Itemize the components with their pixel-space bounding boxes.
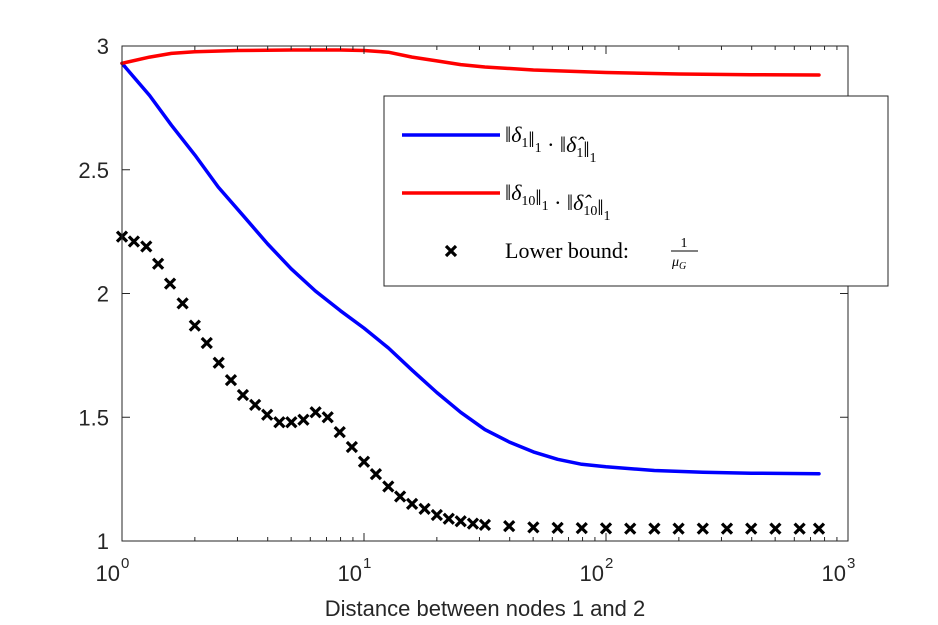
y-tick-label: 2.5 [78, 158, 109, 183]
lower-bound-marker [224, 373, 238, 387]
lower-bound-marker [188, 319, 201, 332]
lower-bound-marker [127, 235, 141, 248]
lower-bound-marker [599, 522, 613, 535]
lower-bound-marker [696, 522, 709, 535]
lower-bound-marker [575, 521, 588, 535]
lower-bound-marker [140, 240, 153, 253]
x-tick-exponent: 2 [605, 555, 613, 572]
lower-bound-marker [454, 515, 467, 528]
legend-box [383, 95, 889, 287]
lower-bound-marker [527, 521, 540, 534]
lower-bound-marker [466, 517, 480, 530]
series-line-1 [120, 61, 821, 476]
x-tick-label: 10 [96, 561, 120, 586]
lower-bound-marker [769, 522, 782, 535]
x-tick-label: 10 [580, 561, 604, 586]
lower-bound-marker [793, 522, 806, 535]
lower-bound-marker [624, 522, 637, 535]
plot-area [115, 48, 826, 535]
lower-bound-marker [551, 521, 564, 535]
lower-bound-marker [345, 440, 359, 454]
lower-bound-marker [478, 518, 492, 532]
legend-swatch-3 [444, 244, 458, 258]
lower-bound-marker [200, 336, 213, 350]
legend-label-3: Lower bound: [505, 238, 629, 263]
lower-bound-marker [382, 480, 395, 493]
lower-bound-marker [393, 490, 407, 503]
y-tick-label: 1 [97, 529, 109, 554]
lower-bound-marker [163, 277, 177, 290]
x-tick-exponent: 0 [121, 555, 129, 572]
legend-fraction-numerator: 1 [681, 236, 688, 251]
y-tick-label: 3 [97, 34, 109, 59]
lower-bound-marker [648, 522, 661, 535]
lower-bound-marker [503, 520, 516, 533]
lower-bound-marker [151, 257, 165, 270]
lower-bound-marker [672, 522, 685, 535]
lower-bound-marker [261, 408, 274, 421]
lower-bound-marker [812, 522, 826, 535]
lower-bound-marker [405, 497, 419, 511]
lower-bound-marker [357, 455, 371, 468]
x-axis-label: Distance between nodes 1 and 2 [325, 596, 645, 621]
lower-bound-marker [236, 388, 250, 402]
lower-bound-marker [309, 406, 322, 419]
lower-bound-marker [442, 512, 455, 525]
lower-bound-marker [176, 297, 189, 310]
x-tick-exponent: 3 [847, 555, 855, 572]
lower-bound-marker [249, 398, 262, 412]
lower-bound-marker [369, 468, 383, 481]
y-tick-label: 2 [97, 282, 109, 307]
y-tick-label: 1.5 [78, 405, 109, 430]
lower-bound-marker [297, 413, 310, 426]
lower-bound-marker [285, 416, 298, 429]
lower-bound-marker [273, 416, 286, 429]
legend-label-1: ‖δ1‖1 · ‖δ̂1‖1 [505, 122, 597, 166]
lower-bound-marker [430, 508, 443, 522]
lower-bound-marker [212, 356, 225, 369]
x-tick-label: 10 [822, 561, 846, 586]
lower-bound-marker [745, 522, 758, 535]
lower-bound-marker [321, 411, 334, 424]
lower-bound-marker [333, 425, 346, 439]
series-line-2 [120, 48, 821, 77]
lower-bound-marker [720, 522, 734, 535]
lower-bound-marker [418, 502, 431, 515]
x-tick-label: 10 [338, 561, 362, 586]
x-tick-exponent: 1 [363, 555, 371, 572]
